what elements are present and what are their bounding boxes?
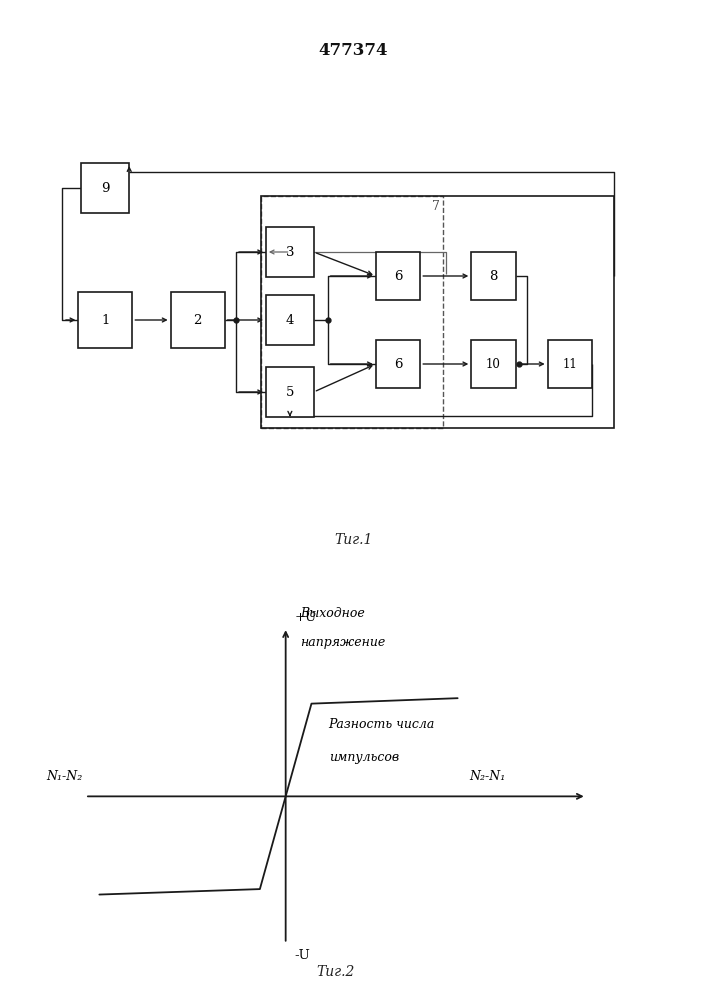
Bar bbox=[262, 196, 614, 428]
Bar bbox=[548, 340, 592, 388]
Bar bbox=[376, 252, 421, 300]
Text: 3: 3 bbox=[286, 246, 294, 259]
Bar bbox=[472, 340, 516, 388]
Bar bbox=[266, 367, 314, 417]
Text: 8: 8 bbox=[489, 270, 498, 283]
Text: напряжение: напряжение bbox=[300, 636, 385, 649]
Text: 1: 1 bbox=[101, 314, 110, 327]
Text: 6: 6 bbox=[394, 270, 402, 283]
Text: N₂-N₁: N₂-N₁ bbox=[469, 770, 506, 783]
Text: 9: 9 bbox=[101, 182, 110, 195]
Text: 2: 2 bbox=[194, 314, 201, 327]
Text: Разность числа: Разность числа bbox=[329, 718, 435, 731]
Bar bbox=[81, 163, 129, 213]
Text: 11: 11 bbox=[563, 358, 577, 370]
Text: 477374: 477374 bbox=[319, 42, 388, 59]
Text: +U: +U bbox=[294, 611, 317, 624]
Bar bbox=[472, 252, 516, 300]
Text: -U: -U bbox=[294, 949, 310, 962]
Text: 4: 4 bbox=[286, 314, 294, 327]
Text: 6: 6 bbox=[394, 358, 402, 370]
Bar bbox=[78, 292, 132, 348]
Text: N₁-N₂: N₁-N₂ bbox=[46, 770, 82, 783]
Text: Τиг.1: Τиг.1 bbox=[334, 533, 373, 547]
Text: Τиг.2: Τиг.2 bbox=[317, 965, 355, 979]
Bar bbox=[266, 227, 314, 277]
Text: 7: 7 bbox=[431, 200, 440, 213]
Bar bbox=[262, 196, 443, 428]
Text: 5: 5 bbox=[286, 385, 294, 398]
Text: импульсов: импульсов bbox=[329, 751, 399, 764]
Text: 10: 10 bbox=[486, 358, 501, 370]
Bar bbox=[266, 295, 314, 345]
Bar bbox=[376, 340, 421, 388]
Text: Выходное: Выходное bbox=[300, 607, 365, 620]
Bar bbox=[170, 292, 225, 348]
